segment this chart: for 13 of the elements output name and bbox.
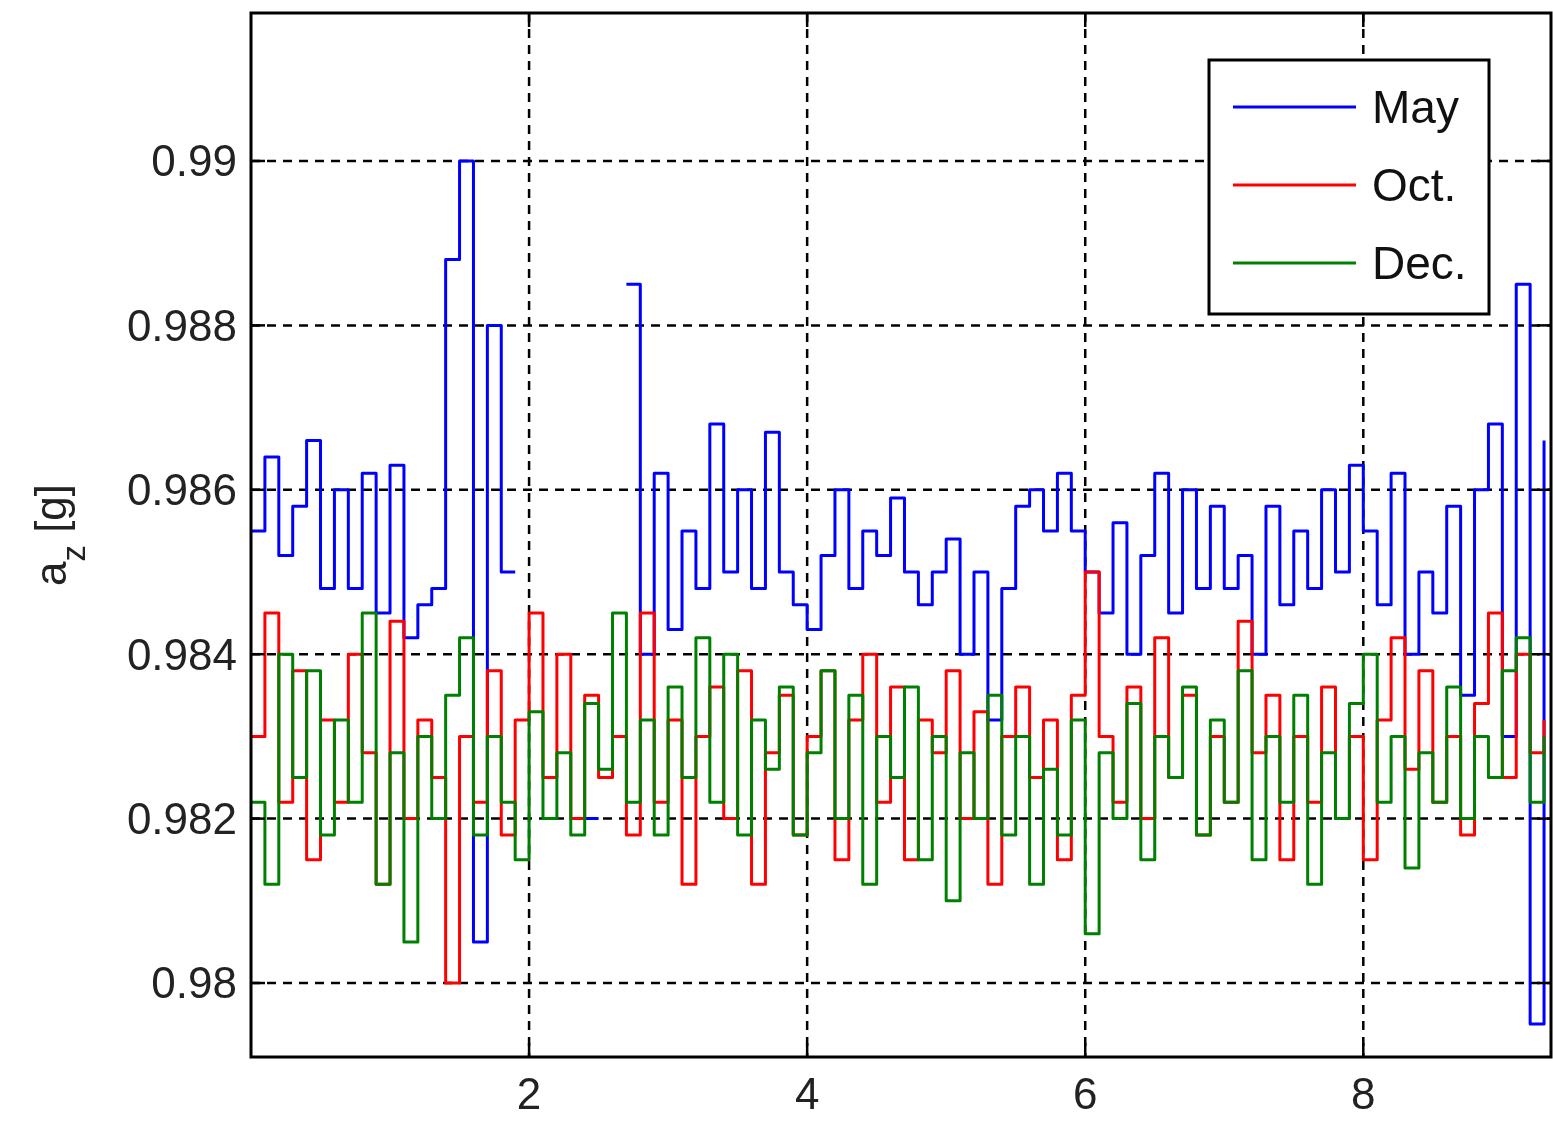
y-tick-label: 0.984 [126,629,237,679]
y-tick-label: 0.98 [151,958,237,1008]
x-tick-label: 4 [794,1069,820,1118]
x-tick-label: 6 [1072,1069,1098,1118]
legend-label: Oct. [1372,159,1457,212]
y-tick-label: 0.988 [126,300,237,350]
y-tick-label: 0.99 [151,136,237,186]
legend-label: Dec. [1372,237,1467,290]
x-tick-label: 8 [1351,1069,1376,1118]
x-tick-label: 2 [516,1069,542,1118]
y-tick-label: 0.982 [126,794,237,844]
legend-label: May [1372,81,1459,134]
y-tick-label: 0.986 [126,465,237,515]
